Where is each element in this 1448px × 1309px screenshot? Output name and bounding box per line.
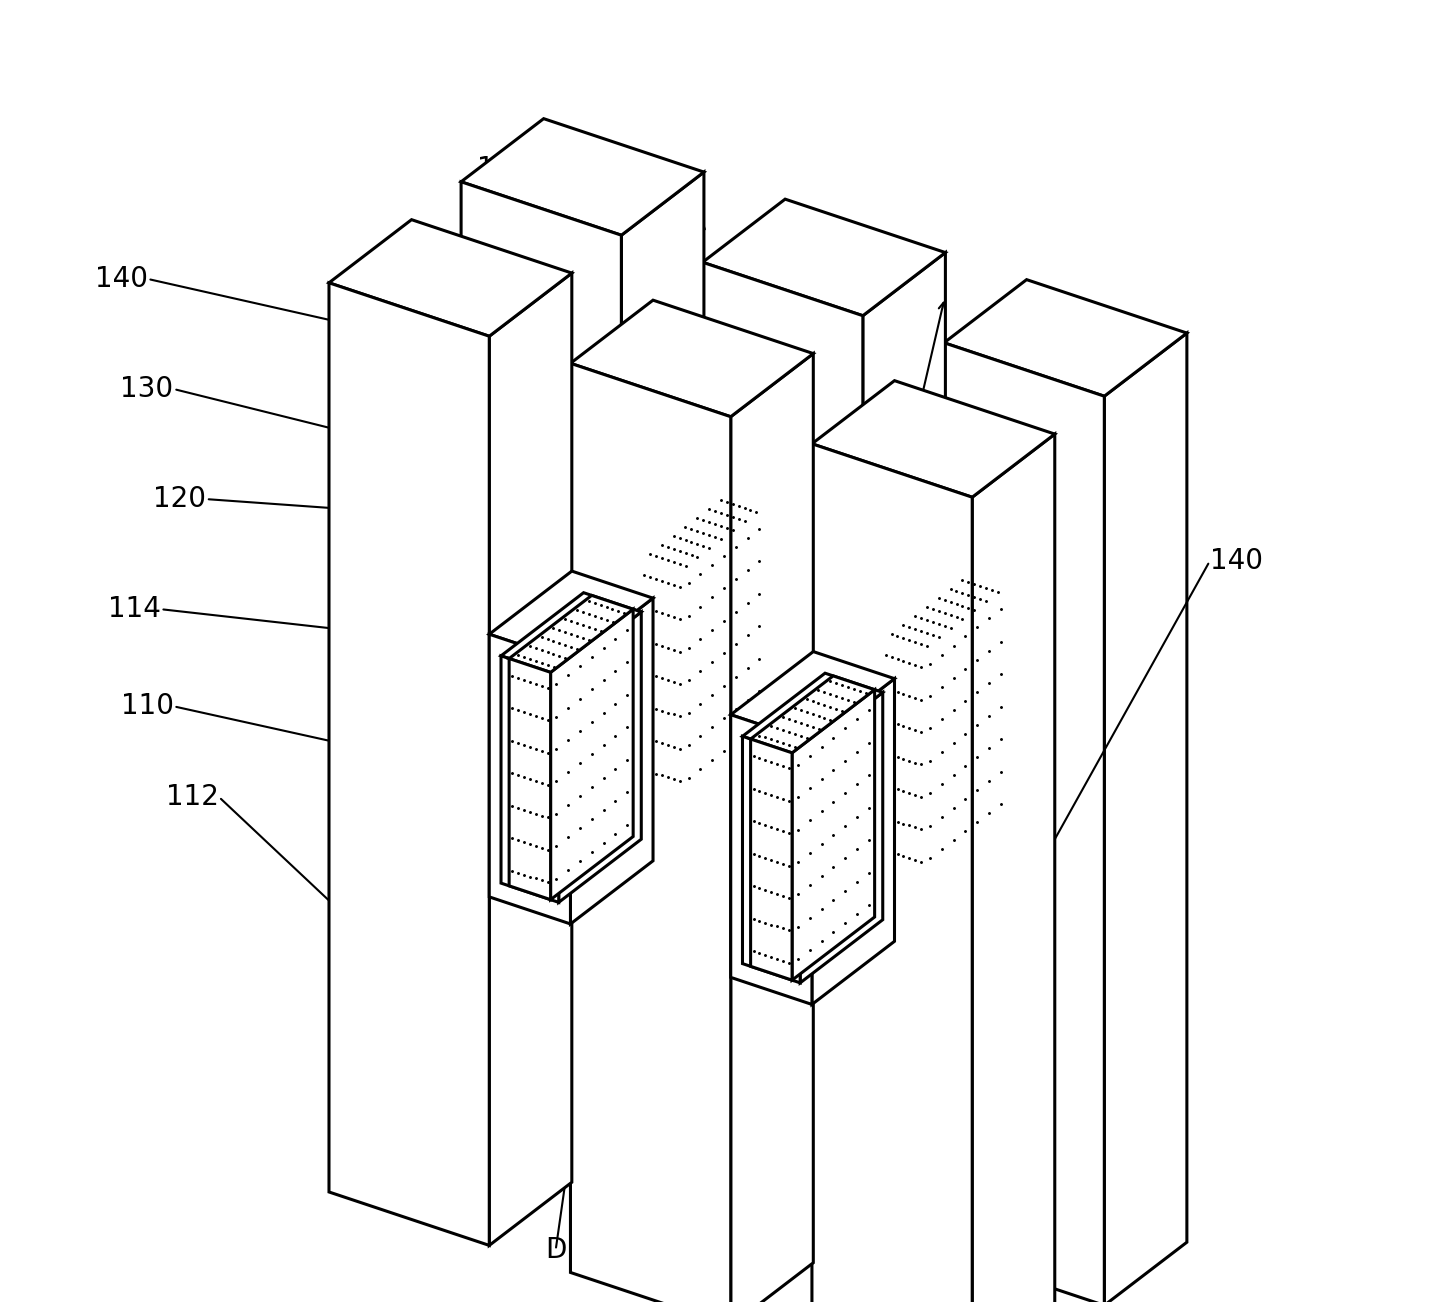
Polygon shape	[510, 658, 550, 899]
Text: D: D	[544, 1236, 566, 1264]
Text: 120: 120	[996, 889, 1048, 918]
Text: 110: 110	[120, 692, 174, 720]
Polygon shape	[702, 199, 946, 315]
Polygon shape	[972, 435, 1054, 1309]
Polygon shape	[731, 652, 895, 742]
Text: 140: 140	[94, 264, 148, 293]
Polygon shape	[924, 589, 1006, 880]
Polygon shape	[559, 611, 641, 902]
Text: 120: 120	[153, 486, 206, 513]
Polygon shape	[863, 551, 1027, 641]
Polygon shape	[329, 220, 572, 336]
Polygon shape	[621, 171, 704, 1144]
Polygon shape	[489, 274, 572, 1245]
Polygon shape	[883, 637, 924, 880]
Polygon shape	[691, 511, 773, 801]
Text: 112: 112	[167, 783, 219, 812]
Polygon shape	[633, 555, 691, 801]
Polygon shape	[510, 596, 633, 673]
Polygon shape	[329, 283, 489, 1245]
Polygon shape	[801, 692, 883, 983]
Polygon shape	[702, 262, 863, 1225]
Polygon shape	[621, 470, 785, 560]
Polygon shape	[460, 119, 704, 236]
Polygon shape	[812, 444, 972, 1309]
Text: 140: 140	[1209, 547, 1263, 575]
Polygon shape	[875, 635, 933, 882]
Polygon shape	[944, 280, 1187, 397]
Polygon shape	[621, 533, 702, 823]
Polygon shape	[944, 343, 1105, 1305]
Polygon shape	[933, 592, 1015, 882]
Polygon shape	[750, 740, 792, 980]
Polygon shape	[750, 675, 875, 753]
Polygon shape	[731, 715, 812, 1004]
Polygon shape	[489, 635, 571, 924]
Polygon shape	[571, 598, 653, 924]
Text: 114: 114	[107, 596, 161, 623]
Polygon shape	[743, 737, 801, 983]
Text: 130: 130	[478, 154, 530, 183]
Polygon shape	[682, 508, 765, 798]
Polygon shape	[489, 571, 653, 661]
Polygon shape	[641, 558, 682, 798]
Polygon shape	[702, 497, 785, 823]
Polygon shape	[875, 572, 1015, 654]
Polygon shape	[460, 182, 621, 1144]
Polygon shape	[944, 577, 1027, 903]
Polygon shape	[571, 364, 731, 1309]
Polygon shape	[501, 593, 641, 675]
Polygon shape	[812, 381, 1054, 497]
Polygon shape	[812, 678, 895, 1004]
Text: 120: 120	[400, 251, 453, 280]
Polygon shape	[641, 495, 765, 571]
Polygon shape	[863, 614, 944, 903]
Polygon shape	[501, 656, 559, 902]
Polygon shape	[571, 300, 814, 416]
Text: 130: 130	[918, 992, 972, 1021]
Polygon shape	[863, 253, 946, 1225]
Text: D: D	[727, 1178, 747, 1206]
Text: 130: 130	[120, 374, 174, 403]
Polygon shape	[743, 673, 883, 755]
Polygon shape	[883, 575, 1006, 652]
Polygon shape	[633, 492, 773, 575]
Polygon shape	[1105, 332, 1187, 1305]
Polygon shape	[550, 609, 633, 899]
Polygon shape	[792, 690, 875, 980]
Polygon shape	[731, 353, 814, 1309]
